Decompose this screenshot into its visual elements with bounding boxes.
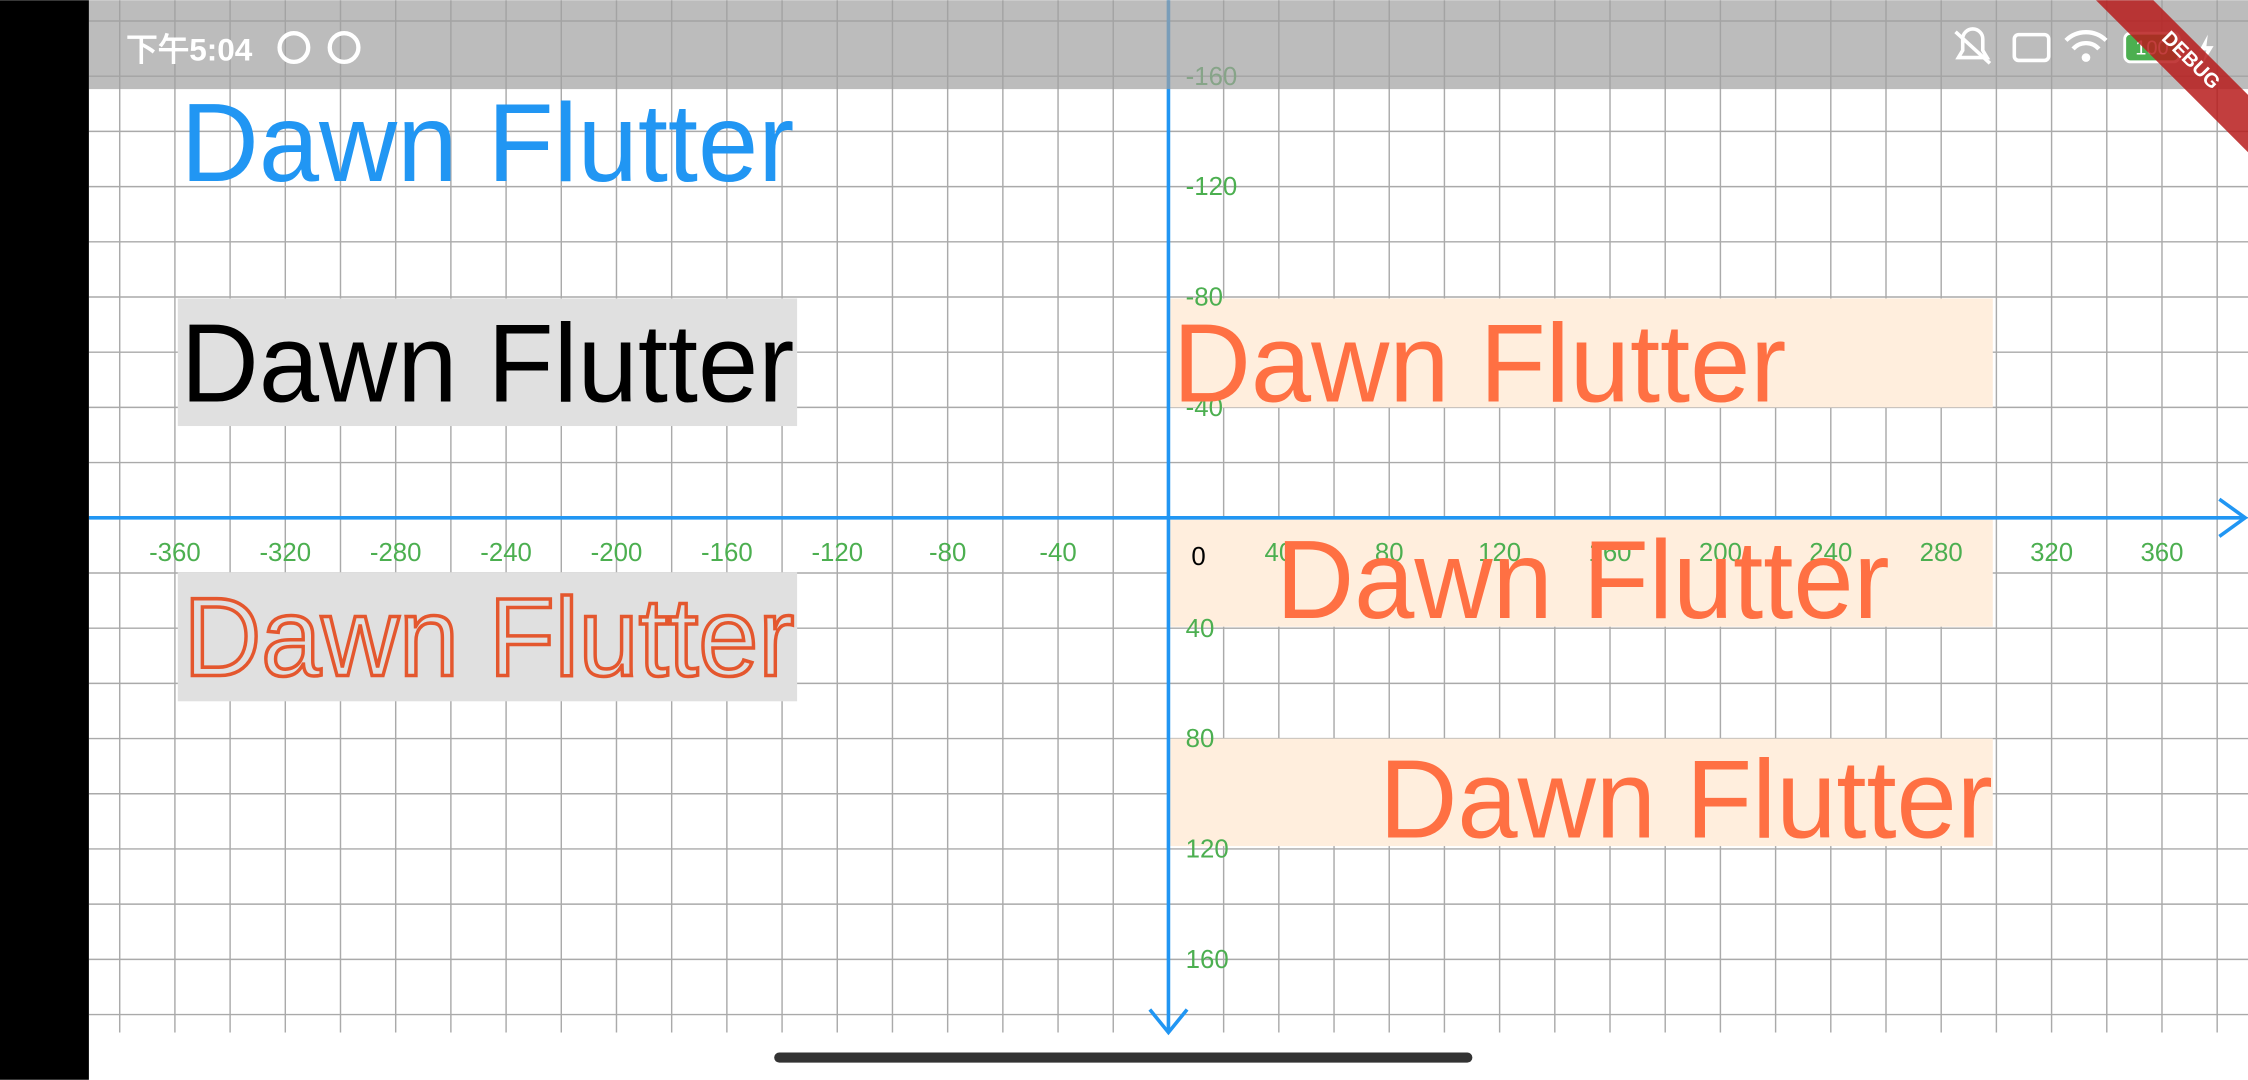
text-boxes [177, 298, 1993, 847]
sim-icon [2012, 32, 2051, 63]
sample-text: Dawn Flutter [1276, 517, 1890, 642]
x-axis-label: -280 [370, 539, 422, 567]
x-axis-label: 200 [1699, 539, 1742, 567]
y-axis-label: -40 [1186, 394, 1223, 422]
status-time: 下午5:04 [126, 31, 253, 67]
x-axis-label: -40 [1039, 539, 1076, 567]
axes [88, 0, 2248, 1036]
text-background [177, 572, 798, 702]
text-background [1168, 738, 1993, 847]
sample-texts: Dawn Flutter Dawn Flutter Dawn Flutter D… [181, 80, 1993, 862]
status-bar-background [88, 0, 2248, 90]
x-axis-label: 40 [1264, 539, 1293, 567]
text-background [1168, 517, 1993, 627]
home-indicator[interactable] [774, 1052, 1473, 1063]
text-background [177, 298, 798, 427]
x-axis-label: 120 [1478, 539, 1521, 567]
x-axis-label: -320 [259, 539, 311, 567]
status-bar: 下午5:04 100 [88, 0, 2248, 90]
x-axis-arrow [2218, 497, 2248, 538]
sample-text-outline: Dawn Flutter [184, 574, 795, 699]
x-axis-label: -80 [929, 539, 966, 567]
y-axis-label: 120 [1186, 836, 1229, 864]
sample-text: Dawn Flutter [181, 80, 795, 205]
y-axis-label: -120 [1186, 173, 1238, 201]
wifi-icon [2064, 30, 2108, 51]
y-axis-label: -80 [1186, 284, 1223, 312]
text-background [1168, 298, 1993, 408]
x-axis-label: -200 [591, 539, 643, 567]
y-axis-label: 80 [1186, 725, 1215, 753]
mute-icon [1954, 27, 1992, 65]
origin-label: 0 [1191, 543, 1205, 571]
left-edge [0, 0, 89, 1080]
status-icon [327, 31, 361, 65]
sample-text: Dawn Flutter [1379, 736, 1993, 861]
wifi-icon-dot [2081, 53, 2091, 62]
sample-text: Dawn Flutter [181, 301, 795, 426]
x-axis-label: -360 [149, 539, 201, 567]
x-axis-label: 80 [1375, 539, 1404, 567]
x-axis-label: -160 [701, 539, 753, 567]
charging-icon [2199, 34, 2214, 65]
x-axis-label: 160 [1588, 539, 1631, 567]
x-axis-label: 320 [2030, 539, 2073, 567]
status-icon [277, 31, 311, 65]
x-axis-label: -120 [811, 539, 863, 567]
x-axis-label: 280 [1920, 539, 1963, 567]
x-axis-label: -240 [480, 539, 532, 567]
y-axis-label: 160 [1186, 946, 1229, 974]
x-axis-label: 360 [2140, 539, 2183, 567]
sample-text: Dawn Flutter [1173, 301, 1787, 426]
y-axis-arrow [1148, 1008, 1189, 1036]
axis-labels: -360 -320 -280 -240 -200 -160 -120 -80 -40 40 80 12… [149, 63, 2183, 974]
y-axis-label: 40 [1186, 615, 1215, 643]
x-axis-label: 240 [1809, 539, 1852, 567]
